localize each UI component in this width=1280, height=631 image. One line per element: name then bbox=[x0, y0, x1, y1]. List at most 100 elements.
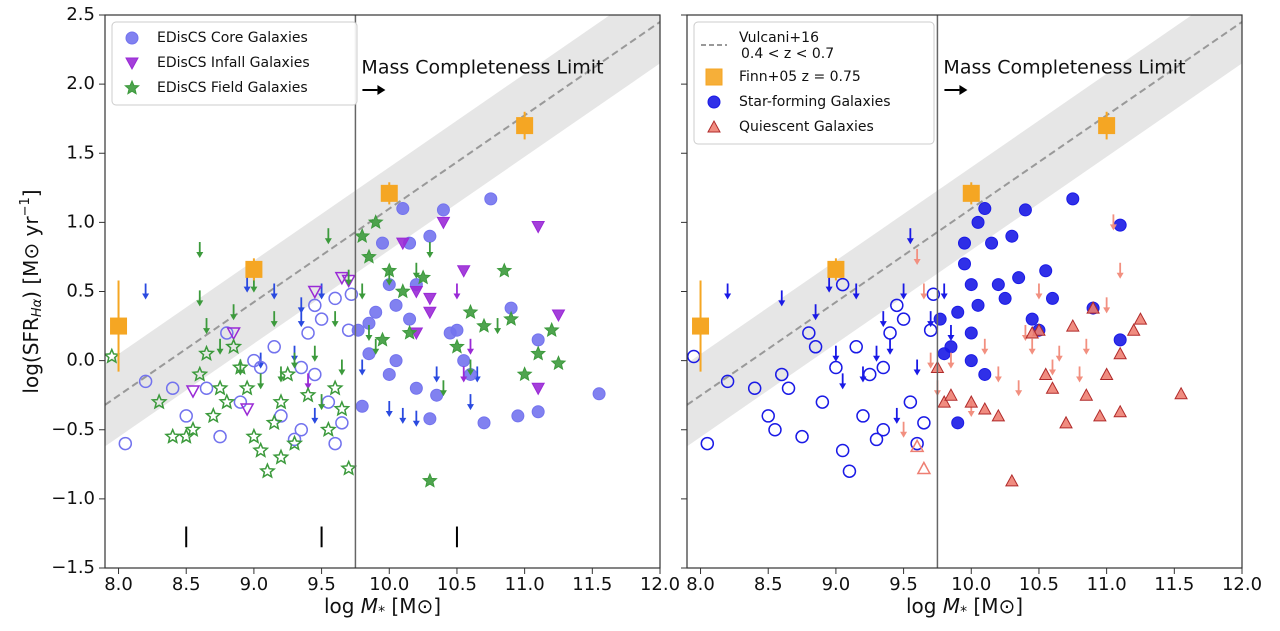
x-tick-label: 10.0 bbox=[951, 574, 991, 595]
arrow-head bbox=[324, 238, 332, 245]
point bbox=[926, 287, 941, 302]
point bbox=[389, 354, 403, 368]
upper-limit bbox=[311, 345, 319, 362]
reference-line bbox=[105, 21, 660, 406]
point bbox=[423, 292, 437, 306]
arrow-head bbox=[1048, 369, 1056, 376]
x-tick-label: 8.5 bbox=[172, 574, 201, 595]
point bbox=[775, 367, 789, 382]
y-tick-label: −1.5 bbox=[51, 557, 95, 578]
x-tick-label: 10.0 bbox=[369, 574, 409, 595]
point bbox=[450, 323, 464, 337]
point bbox=[430, 388, 444, 402]
point bbox=[110, 317, 128, 335]
upper-limit bbox=[839, 373, 847, 390]
point bbox=[835, 443, 850, 458]
point bbox=[423, 229, 437, 243]
series bbox=[105, 214, 567, 488]
point bbox=[476, 317, 492, 333]
upper-limit bbox=[216, 338, 224, 355]
point bbox=[177, 427, 195, 444]
point bbox=[890, 298, 904, 313]
upper-limit bbox=[947, 352, 955, 369]
label-part: M bbox=[943, 594, 960, 618]
legend-label: Vulcani+16 bbox=[739, 30, 819, 46]
upper-limit bbox=[466, 359, 474, 376]
point bbox=[883, 326, 897, 340]
point bbox=[395, 237, 410, 251]
point bbox=[361, 248, 377, 264]
x-tick-label: 9.5 bbox=[889, 574, 918, 595]
point bbox=[238, 379, 256, 396]
label-part: −1 bbox=[18, 197, 33, 216]
point bbox=[374, 331, 391, 347]
arrow-head bbox=[372, 348, 380, 355]
point bbox=[944, 340, 958, 354]
upper-limit bbox=[331, 311, 339, 328]
upper-limit bbox=[466, 394, 474, 411]
upper-limit bbox=[358, 359, 366, 376]
point bbox=[198, 344, 216, 361]
legend-label: EDisCS Infall Galaxies bbox=[157, 55, 310, 71]
point bbox=[1079, 388, 1094, 401]
arrow-head bbox=[1035, 293, 1043, 300]
point bbox=[700, 436, 715, 451]
point bbox=[220, 326, 234, 340]
point bbox=[543, 321, 560, 337]
legend-label: Star-forming Galaxies bbox=[739, 94, 891, 110]
upper-limit bbox=[318, 283, 326, 300]
point bbox=[720, 374, 735, 389]
annotation-arrow-head bbox=[377, 85, 386, 95]
point bbox=[511, 409, 525, 423]
point bbox=[747, 381, 762, 396]
label-part: [M⊙] bbox=[385, 594, 441, 618]
point bbox=[308, 367, 322, 382]
point bbox=[308, 298, 322, 313]
point bbox=[138, 374, 153, 389]
arrow-head bbox=[886, 348, 894, 355]
point bbox=[964, 395, 979, 408]
point bbox=[355, 399, 369, 413]
point bbox=[335, 416, 349, 430]
legend-label: EDisCS Core Galaxies bbox=[157, 30, 308, 46]
legend-label: Quiescent Galaxies bbox=[739, 119, 874, 135]
upper-limit bbox=[338, 359, 346, 376]
point bbox=[808, 340, 823, 354]
point bbox=[396, 202, 410, 216]
point bbox=[795, 429, 809, 444]
point bbox=[1066, 192, 1080, 206]
point bbox=[213, 429, 227, 444]
point bbox=[503, 310, 520, 326]
x-tick-label: 12.0 bbox=[1222, 574, 1262, 595]
annotation: Mass Completeness Limit bbox=[361, 57, 603, 79]
label-part: log bbox=[906, 594, 943, 618]
arrow-head bbox=[900, 431, 908, 438]
point bbox=[199, 381, 214, 396]
upper-limit bbox=[142, 283, 150, 300]
upper-limit bbox=[291, 352, 299, 369]
point bbox=[179, 409, 193, 423]
upper-limit bbox=[900, 421, 908, 438]
point bbox=[421, 472, 438, 488]
upper-limit bbox=[460, 366, 468, 383]
x-tick-label: 9.0 bbox=[240, 574, 269, 595]
upper-limit bbox=[859, 366, 867, 383]
upper-limit bbox=[385, 401, 393, 418]
upper-limit bbox=[1035, 283, 1043, 300]
x-tick-label: 8.5 bbox=[754, 574, 783, 595]
point bbox=[218, 393, 236, 410]
point bbox=[321, 395, 336, 409]
point bbox=[530, 345, 547, 361]
label-part: Hα bbox=[30, 298, 45, 317]
point bbox=[985, 236, 999, 250]
point bbox=[862, 367, 877, 382]
point bbox=[477, 416, 491, 430]
arrow-head bbox=[1076, 376, 1084, 383]
upper-limit bbox=[257, 352, 265, 369]
x-tick-label: 11.5 bbox=[572, 574, 612, 595]
point bbox=[164, 427, 182, 444]
point bbox=[301, 326, 315, 340]
point bbox=[1099, 367, 1114, 380]
arrow-head bbox=[365, 334, 373, 341]
